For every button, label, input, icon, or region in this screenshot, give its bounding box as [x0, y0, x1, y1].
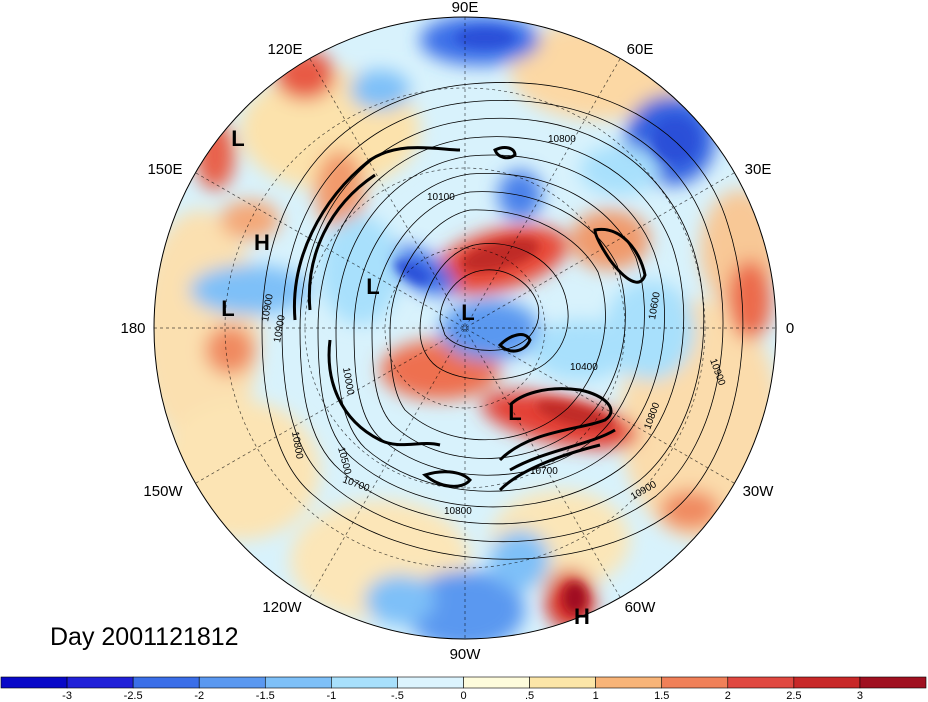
colorbar-swatch	[66, 676, 134, 689]
colorbar-swatch	[529, 676, 596, 689]
colorbar-swatch	[463, 676, 530, 689]
colorbar-tick-label: -2	[194, 690, 204, 702]
colorbar-tick-label: 3	[857, 690, 863, 702]
colorbar-tick-label: -1	[326, 690, 336, 702]
colorbar-tick-label: -3	[62, 690, 72, 702]
height-contours	[261, 82, 744, 560]
lon-label-0: 0	[786, 320, 794, 337]
day-label: Day 2001121812	[50, 623, 239, 651]
lon-label-90e: 90E	[452, 0, 479, 16]
lon-label-150e: 150E	[147, 161, 182, 178]
colorbar-swatch	[264, 676, 332, 689]
lon-label-60e: 60E	[627, 41, 654, 58]
low-pressure-marker: L	[221, 296, 234, 321]
low-pressure-marker: L	[231, 126, 244, 151]
colorbar-tick-label: 2	[725, 690, 731, 702]
colorbar-tick-label: 1	[593, 690, 599, 702]
pressure-system-markers: L H L L L L H	[221, 126, 590, 629]
colorbar-swatch	[0, 676, 68, 689]
lon-label-60w: 60W	[625, 599, 657, 616]
colorbar-swatch	[859, 676, 927, 689]
colorbar-swatch	[198, 676, 266, 689]
colorbar-swatch	[397, 676, 464, 689]
low-pressure-marker: L	[461, 300, 474, 325]
lon-label-180: 180	[120, 320, 145, 337]
lon-label-120e: 120E	[267, 41, 302, 58]
contour-label: 10100	[427, 192, 455, 203]
colorbar-swatch	[132, 676, 200, 689]
contour-label: 10700	[530, 466, 558, 477]
contour-label: 10800	[548, 134, 576, 145]
colorbar-tick-label: -.5	[391, 690, 404, 702]
longitude-labels: 90E 60E 30E 0 30W 60W 90W 120W 150W 180 …	[120, 0, 794, 663]
jet-stream-contours	[292, 146, 647, 492]
low-pressure-marker: L	[366, 274, 379, 299]
colorbar-swatch	[793, 676, 861, 689]
high-pressure-marker: H	[574, 604, 590, 629]
contour-label: 10900	[260, 293, 276, 323]
colorbar-tick-label: 1.5	[654, 690, 669, 702]
anomaly-shading	[154, 17, 776, 639]
colorbar-swatch	[661, 676, 729, 689]
colorbar-tick-label: -2.5	[124, 690, 143, 702]
colorbar-swatch	[595, 676, 663, 689]
contour-label: 10000	[340, 367, 356, 397]
colorbar-swatch	[331, 676, 398, 689]
colorbar: -3 -2.5 -2 -1.5 -1 -.5 0 .5 1 1.5 2 2.5 3	[0, 676, 927, 702]
lon-label-150w: 150W	[143, 483, 183, 500]
lon-label-120w: 120W	[262, 599, 302, 616]
graticule	[154, 17, 776, 639]
lon-label-90w: 90W	[450, 646, 482, 663]
contour-label: 10900	[272, 314, 288, 344]
colorbar-tick-label: 2.5	[786, 690, 801, 702]
high-pressure-marker: H	[254, 230, 270, 255]
low-pressure-marker: L	[508, 400, 521, 425]
lon-label-30w: 30W	[743, 483, 775, 500]
contour-label: 10800	[289, 431, 305, 461]
colorbar-swatch	[727, 676, 795, 689]
colorbar-tick-label: .5	[525, 690, 534, 702]
colorbar-tick-label: 0	[460, 690, 466, 702]
colorbar-tick-label: -1.5	[256, 690, 275, 702]
contour-label: 10600	[647, 291, 663, 321]
contour-label: 10800	[444, 506, 472, 517]
lon-label-30e: 30E	[745, 161, 772, 178]
map-boundary	[153, 16, 777, 640]
contour-label: 10400	[570, 362, 598, 373]
